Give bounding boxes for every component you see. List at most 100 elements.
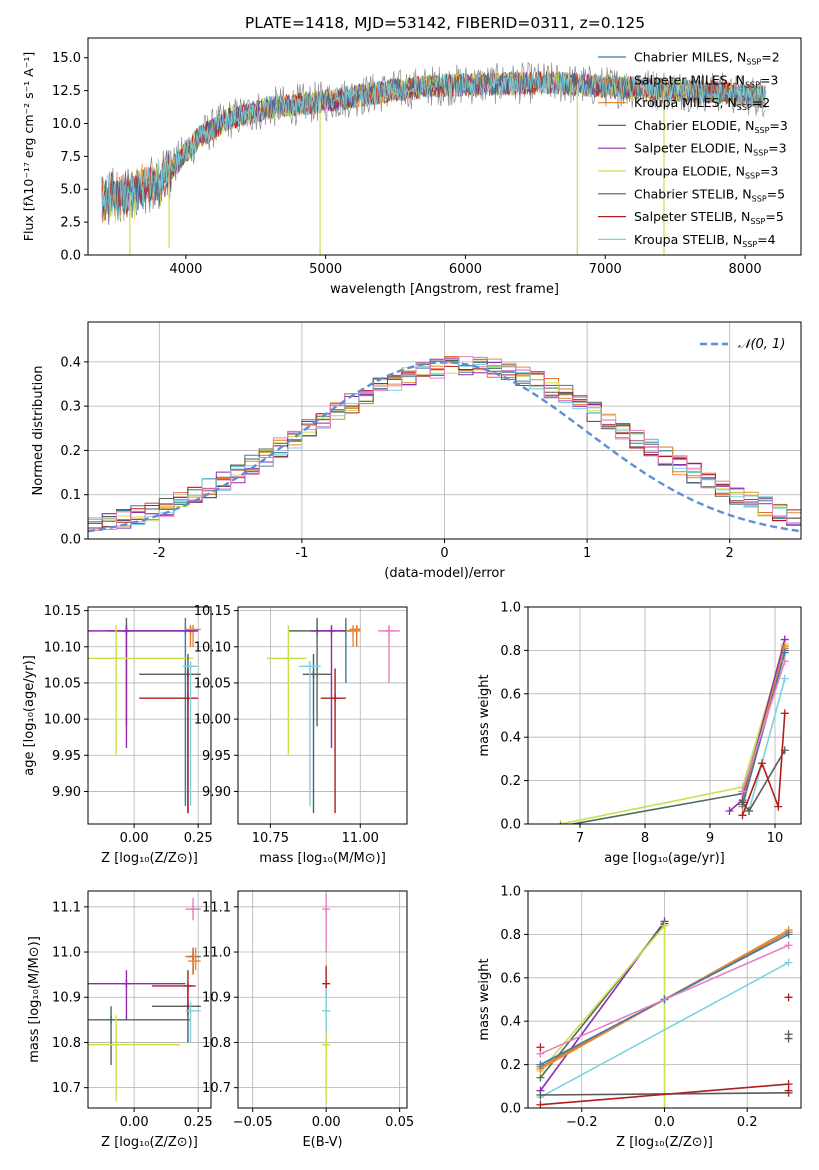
errorbar-marker — [331, 694, 340, 703]
y-tick-label: 10.8 — [202, 1036, 231, 1051]
x-tick-label: 0.25 — [184, 1115, 213, 1130]
y-tick-label: 0.3 — [60, 400, 81, 415]
x-tick-label: 0.05 — [385, 1115, 414, 1130]
errorbar-chabrier_stelib — [139, 654, 201, 814]
y-tick-label: 10.8 — [52, 1036, 81, 1051]
errorbar-marker — [322, 905, 331, 914]
residual_distribution-plot-area — [88, 356, 801, 533]
y-tick-label: 0.2 — [500, 1058, 521, 1073]
errorbar-kroupa_elodie — [322, 1033, 331, 1102]
weight-marker — [738, 798, 747, 807]
axes-frame — [87, 606, 212, 825]
mass_vs_ebv-frame-group: −0.05 0.00 0.05 10.7 10.8 10.9 11.0 11.1 E(B-V) — [202, 890, 414, 1150]
weight-marker — [780, 709, 789, 718]
errorbar-marker — [122, 626, 131, 635]
y-tick-label: 9.95 — [202, 749, 231, 764]
errorbar-pink — [322, 893, 331, 953]
x-tick-label: 0 — [440, 546, 448, 561]
legend-label: Chabrier ELODIE, NSSP=3 — [634, 118, 788, 135]
weight-marker — [660, 1104, 669, 1108]
errorbar-marker — [322, 979, 331, 988]
y-tick-label: 9.90 — [202, 785, 231, 800]
errorbar-marker — [385, 626, 394, 635]
weight-marker — [784, 941, 793, 950]
y-tick-label: 0.0 — [500, 1102, 521, 1117]
y-tick-label: 10.00 — [44, 713, 81, 728]
mass_weight_vs_Z-frame-group: −0.2 0.0 0.2 0.0 0.2 0.4 0.6 0.8 1.0 Z [log₁₀(Z/Z… — [477, 885, 802, 1150]
x-axis-label: Z [log₁₀(Z/Z⊙)] — [616, 1135, 713, 1150]
y-tick-label: 0.4 — [500, 1015, 521, 1030]
x-axis-label: Z [log₁₀(Z/Z⊙)] — [101, 1135, 198, 1150]
y-axis-label: mass weight — [477, 674, 492, 756]
x-tick-label: 0.00 — [120, 1115, 149, 1130]
errorbar-marker — [305, 662, 314, 671]
y-tick-label: 10.7 — [202, 1081, 231, 1096]
errorbar-kroupa_elodie — [266, 625, 307, 756]
y-tick-label: 0.2 — [60, 444, 81, 459]
x-tick-label: 11.00 — [342, 831, 379, 846]
errorbar-kroupa_miles — [342, 625, 361, 647]
errorbar-kroupa_stelib — [185, 1001, 201, 1043]
age_vs_mass-axes — [238, 607, 407, 824]
y-tick-label: 0.6 — [500, 687, 521, 702]
x-tick-label: 0.00 — [120, 831, 149, 846]
y-tick-label: 10.7 — [52, 1081, 81, 1096]
x-axis-label: E(B-V) — [302, 1135, 342, 1150]
axes-frame — [527, 606, 802, 825]
weight-marker — [536, 1100, 545, 1108]
errorbar-kroupa_elodie — [88, 625, 194, 756]
y-tick-label: 11.1 — [202, 900, 231, 915]
errorbar-marker — [322, 1040, 331, 1049]
y-tick-label: 0.4 — [500, 731, 521, 746]
x-axis-label: mass [log₁₀(M/M⊙)] — [259, 851, 386, 866]
errorbar-marker — [309, 670, 318, 679]
errorbar-pink — [378, 625, 400, 683]
weight-marker — [784, 1034, 793, 1043]
x-tick-label: 0.00 — [312, 1115, 341, 1130]
weight-marker — [536, 1060, 545, 1069]
weight-marker — [738, 811, 747, 820]
weight-marker — [780, 674, 789, 683]
spectrum-series-kroupa_stelib — [101, 72, 766, 221]
x-tick-label: 0.25 — [184, 831, 213, 846]
weight-marker — [536, 1090, 545, 1099]
errorbar-marker — [186, 1006, 195, 1015]
errorbar-marker — [352, 625, 361, 634]
x-axis-label: age [log₁₀(age/yr)] — [604, 851, 725, 866]
legend-label: Salpeter MILES, NSSP=3 — [634, 72, 778, 89]
axes-frame — [87, 37, 802, 256]
y-tick-label: 0.0 — [60, 249, 81, 264]
weight-marker — [774, 802, 783, 811]
mass_vs_Z-axes — [88, 891, 211, 1108]
errorbar-marker — [183, 981, 192, 990]
y-tick-label: 1.0 — [500, 601, 521, 616]
y-tick-label: 11.0 — [202, 946, 231, 961]
y-tick-label: 0.8 — [500, 928, 521, 943]
errorbar-marker — [322, 1006, 331, 1015]
weight-marker — [556, 820, 565, 824]
axes-frame — [237, 606, 408, 825]
errorbar-marker — [327, 626, 336, 635]
x-axis-label: wavelength [Angstrom, rest frame] — [330, 282, 559, 297]
errorbar-marker — [122, 979, 131, 988]
y-tick-label: 9.90 — [52, 785, 81, 800]
weight-line-salpeter_stelib — [741, 713, 786, 816]
y-tick-label: 0.0 — [500, 818, 521, 833]
x-tick-label: 2 — [726, 546, 734, 561]
weight-line-salpeter_elodie — [728, 639, 786, 812]
mass_vs_Z-frame-group: 0.00 0.25 10.7 10.8 10.9 11.0 11.1 Z [log₁₀(Z/Z… — [27, 890, 213, 1150]
weight-marker — [784, 1086, 793, 1095]
x-tick-label: 0.2 — [737, 1115, 758, 1130]
y-tick-label: 0.8 — [500, 644, 521, 659]
errorbar-marker — [112, 1040, 121, 1049]
weight-line-kroupa_stelib — [540, 961, 789, 1098]
mass_vs_Z-plot-area — [88, 897, 201, 1102]
errorbar-pink — [185, 897, 201, 921]
errorbar-marker — [349, 626, 358, 635]
mass_weight_vs_age-plot-area — [556, 635, 789, 824]
x-tick-label: 10.75 — [252, 831, 289, 846]
age_vs_mass-plot-area — [266, 617, 400, 814]
errorbar-kroupa_miles — [187, 947, 201, 971]
y-tick-label: 10.10 — [194, 640, 231, 655]
errorbar-chabrier_elodie — [288, 617, 336, 727]
